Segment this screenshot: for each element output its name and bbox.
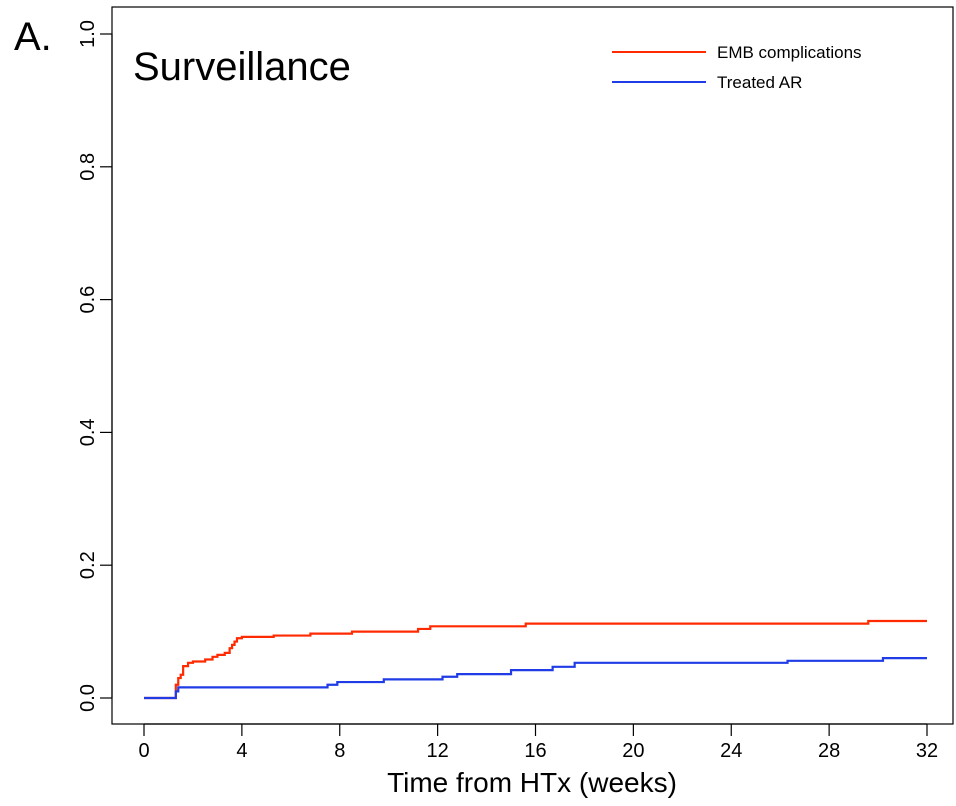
y-tick-label: 0.2: [77, 551, 99, 579]
x-tick-label: 16: [524, 740, 546, 762]
x-axis: 0 4 8 12 16 20 24 28 32: [138, 723, 938, 762]
series-line-treated-ar: [144, 657, 927, 700]
legend-label: Treated AR: [717, 73, 802, 92]
plot-frame: [111, 6, 954, 725]
y-axis: 0.0 0.2 0.4 0.6 0.8 1.0: [77, 20, 113, 712]
x-tick-label: 12: [427, 740, 449, 762]
legend: EMB complications Treated AR: [612, 43, 862, 92]
y-tick-label: 0.0: [77, 684, 99, 712]
y-tick-label: 0.6: [77, 286, 99, 314]
y-tick-label: 0.4: [77, 418, 99, 446]
x-tick-label: 4: [236, 740, 247, 762]
x-axis-title: Time from HTx (weeks): [387, 767, 677, 798]
y-tick-label: 0.8: [77, 153, 99, 181]
x-tick-label: 0: [138, 740, 149, 762]
series-line-emb-complications: [144, 619, 927, 700]
x-tick-label: 20: [622, 740, 644, 762]
y-tick-label: 1.0: [77, 20, 99, 48]
x-tick-label: 28: [818, 740, 840, 762]
x-tick-label: 32: [916, 740, 938, 762]
series-layer: [144, 619, 927, 700]
panel-label: A.: [14, 15, 52, 59]
legend-label: EMB complications: [717, 43, 862, 62]
chart-title: Surveillance: [133, 45, 351, 89]
x-tick-label: 24: [720, 740, 742, 762]
x-tick-label: 8: [334, 740, 345, 762]
